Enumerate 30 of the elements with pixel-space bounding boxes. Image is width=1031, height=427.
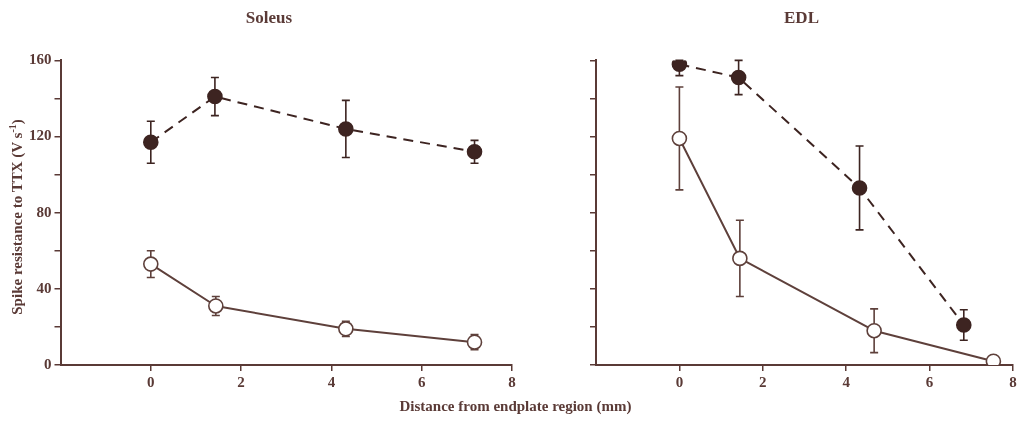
x-axis-title: Distance from endplate region (mm) [398, 398, 633, 415]
x-tick-label: 8 [1009, 373, 1017, 390]
x-tick-label: 4 [842, 373, 851, 390]
point [851, 180, 868, 196]
y-tick-label: 0 [44, 355, 52, 372]
x-tick-label: 6 [417, 373, 426, 390]
point [207, 88, 223, 105]
chart-title: Soleus [245, 7, 293, 27]
point [866, 322, 882, 339]
point [671, 60, 688, 73]
point [466, 143, 483, 160]
x-tick-label: 2 [237, 373, 245, 390]
x-tick-label: 8 [508, 373, 516, 390]
y-tick-label: 80 [36, 203, 52, 220]
y-tick-label: 120 [29, 127, 52, 144]
point [143, 256, 159, 272]
point [955, 317, 972, 333]
point [730, 69, 747, 86]
x-tick-label: 4 [327, 373, 336, 390]
x-tick-label: 0 [675, 373, 684, 390]
y-tick-label: 40 [36, 279, 52, 296]
point [732, 250, 748, 267]
point [338, 121, 354, 137]
chart-title: EDL [784, 7, 819, 27]
point [671, 130, 688, 147]
x-tick-label: 2 [759, 373, 767, 390]
point [143, 134, 159, 151]
y-tick-label: 160 [29, 51, 52, 68]
x-tick-label: 0 [147, 373, 155, 390]
x-tick-label: 6 [925, 373, 934, 390]
